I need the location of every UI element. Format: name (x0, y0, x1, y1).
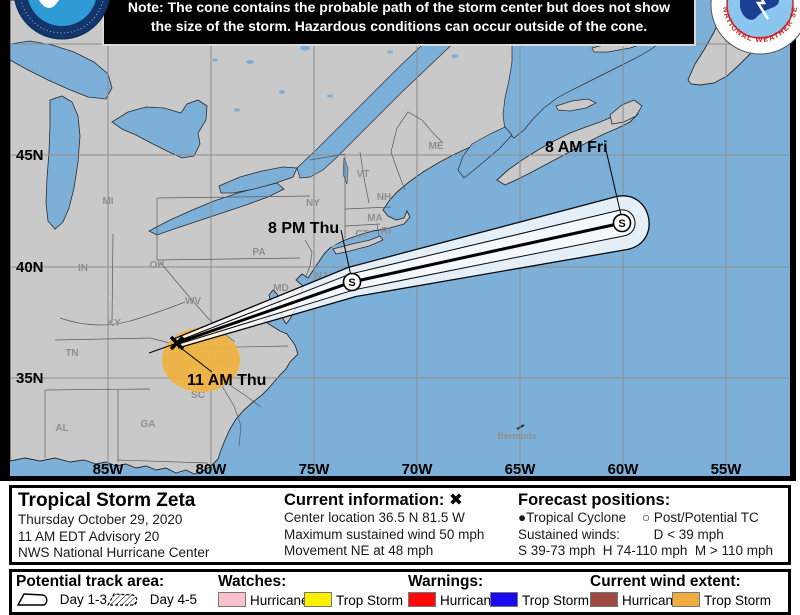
state-label-ny: NY (306, 198, 320, 209)
banner-line2: the size of the storm. Hazardous conditi… (150, 18, 648, 34)
forecast-positions-header: Forecast positions: (518, 491, 671, 509)
legend-watches-header: Watches: (218, 573, 287, 590)
legend-warning-tropstorm: Trop Storm (490, 592, 589, 608)
lake-superior (10, 40, 113, 100)
nws-logo-icon: NATIONAL WEATHER SERVICE (707, 0, 800, 55)
legend-wind-tropstorm: Trop Storm (672, 592, 771, 608)
max-sustained-wind: Maximum sustained wind 50 mph (284, 526, 485, 542)
lake-ontario (218, 166, 298, 194)
graticule-labels: 45N 40N 35N 85W 80W 75W 70W 65W 60W 55W (16, 147, 742, 476)
lat-label-35n: 35N (16, 370, 44, 387)
storm-marker-letter: S (618, 218, 625, 230)
legend-panel: Potential track area: Watches: Warnings:… (9, 569, 791, 615)
forecast-map: ME VT NH MA CT RI NY PA NJ MD OH WV KY I… (0, 0, 796, 481)
forecast-positions-block: Forecast positions: ●Tropical Cyclone ○ … (518, 490, 773, 560)
tropstorm-wind-label: Trop Storm (704, 593, 772, 608)
lake-champlain (342, 157, 349, 185)
state-label-mi: MI (102, 196, 113, 207)
storm-advisory: 11 AM EDT Advisory 20 (18, 528, 160, 544)
state-label-al: AL (55, 423, 68, 434)
noaa-logo (13, 0, 111, 40)
lon-label-70w: 70W (402, 461, 434, 476)
movement: Movement NE at 48 mph (284, 543, 434, 558)
storm-summary-block: Tropical Storm Zeta Thursday October 29,… (18, 490, 209, 562)
nws-logo: NATIONAL WEATHER SERVICE (707, 0, 800, 55)
time-label-8pm-thu: 8 PM Thu (268, 220, 339, 237)
center-location: Center location 36.5 N 81.5 W (284, 510, 465, 525)
time-label-8am-fri: 8 AM Fri (545, 139, 608, 156)
current-position-x-marker (169, 335, 185, 351)
lake-erie (148, 182, 285, 236)
forecast-position-markers: S S (169, 213, 632, 351)
post-tc-circle-icon: ○ (641, 510, 651, 525)
lat-label-45n: 45N (16, 147, 44, 164)
wind-categories-shm: S 39-73 mph H 74-110 mph M > 110 mph (518, 543, 774, 558)
state-label-pa: PA (252, 247, 265, 258)
wind-category-d: D < 39 mph (653, 526, 724, 542)
tropstorm-watch-label: Trop Storm (336, 593, 404, 608)
lon-label-80w: 80W (196, 461, 228, 476)
state-label-ri: RI (381, 226, 391, 237)
storm-marker-8pm-thu (342, 272, 362, 292)
tropical-cyclone-label: Tropical Cyclone (526, 510, 627, 525)
time-label-11am-thu: 11 AM Thu (187, 372, 266, 389)
state-label-nj: NJ (315, 271, 328, 282)
storm-info-panel: Tropical Storm Zeta Thursday October 29,… (9, 485, 791, 565)
current-info-header: Current information: (284, 491, 445, 509)
state-label-sc: SC (191, 390, 205, 401)
legend-track-header: Potential track area: (16, 573, 165, 590)
tropical-cyclone-dot-icon: ● (518, 510, 527, 525)
legend-warning-hurricane: Hurricane (408, 592, 499, 608)
tropstorm-warning-label: Trop Storm (522, 593, 590, 608)
state-label-vt: VT (357, 169, 370, 180)
state-label-oh: OH (150, 260, 165, 271)
storm-agency: NWS National Hurricane Center (18, 545, 210, 560)
bermuda-label: Bermuda (497, 431, 537, 441)
state-label-nh: NH (377, 192, 391, 203)
lon-label-85w: 85W (93, 461, 125, 476)
cone-disclaimer-banner: Note: The cone contains the probable pat… (102, 0, 696, 46)
lat-label-40n: 40N (16, 259, 44, 276)
track-time-labels: 11 AM Thu 8 PM Thu 8 AM Fri (187, 139, 608, 389)
lake-michigan (45, 95, 81, 230)
bay-of-fundy (457, 126, 513, 179)
legend-wind-hurricane: Hurricane (590, 592, 681, 608)
sustained-winds-label: Sustained winds: (518, 526, 621, 542)
lake-huron (111, 99, 208, 159)
state-label-ma: MA (367, 213, 383, 224)
storm-name: Tropical Storm Zeta (18, 490, 196, 511)
map-canvas: ME VT NH MA CT RI NY PA NJ MD OH WV KY I… (10, 0, 790, 476)
banner-line1: Note: The cone contains the probable pat… (127, 0, 671, 15)
post-tc-label: Post/Potential TC (653, 510, 759, 525)
state-label-md: MD (273, 283, 289, 294)
state-label-me: ME (429, 141, 444, 152)
hurricane-watch-label: Hurricane (250, 593, 309, 608)
state-label-ct: CT (355, 229, 368, 240)
state-label-ga: GA (141, 419, 156, 430)
legend-watch-tropstorm: Trop Storm (304, 592, 403, 608)
lon-label-55w: 55W (711, 461, 743, 476)
storm-date: Thursday October 29, 2020 (18, 512, 183, 527)
legend-watch-hurricane: Hurricane (218, 592, 309, 608)
past-track (148, 342, 178, 354)
legend-warnings-header: Warnings: (408, 573, 484, 590)
legend-wind-header: Current wind extent: (590, 573, 741, 590)
state-label-wv: WV (185, 296, 201, 307)
state-label-ky: KY (107, 318, 121, 329)
storm-marker-8am-fri (612, 213, 632, 233)
cape-breton (609, 99, 643, 125)
current-information-block: Current information: ✖ Center location 3… (284, 490, 484, 560)
label-leader-lines (176, 149, 622, 373)
state-label-in: IN (78, 263, 88, 274)
lon-label-65w: 65W (505, 461, 537, 476)
nova-scotia (496, 107, 639, 186)
noaa-logo-icon (14, 0, 110, 40)
storm-marker-letter: S (348, 277, 355, 289)
state-label-tn: TN (65, 348, 78, 359)
current-position-marker-glyph: ✖ (449, 491, 463, 509)
prince-edward-island (555, 98, 597, 112)
lon-label-60w: 60W (608, 461, 640, 476)
lon-label-75w: 75W (299, 461, 331, 476)
